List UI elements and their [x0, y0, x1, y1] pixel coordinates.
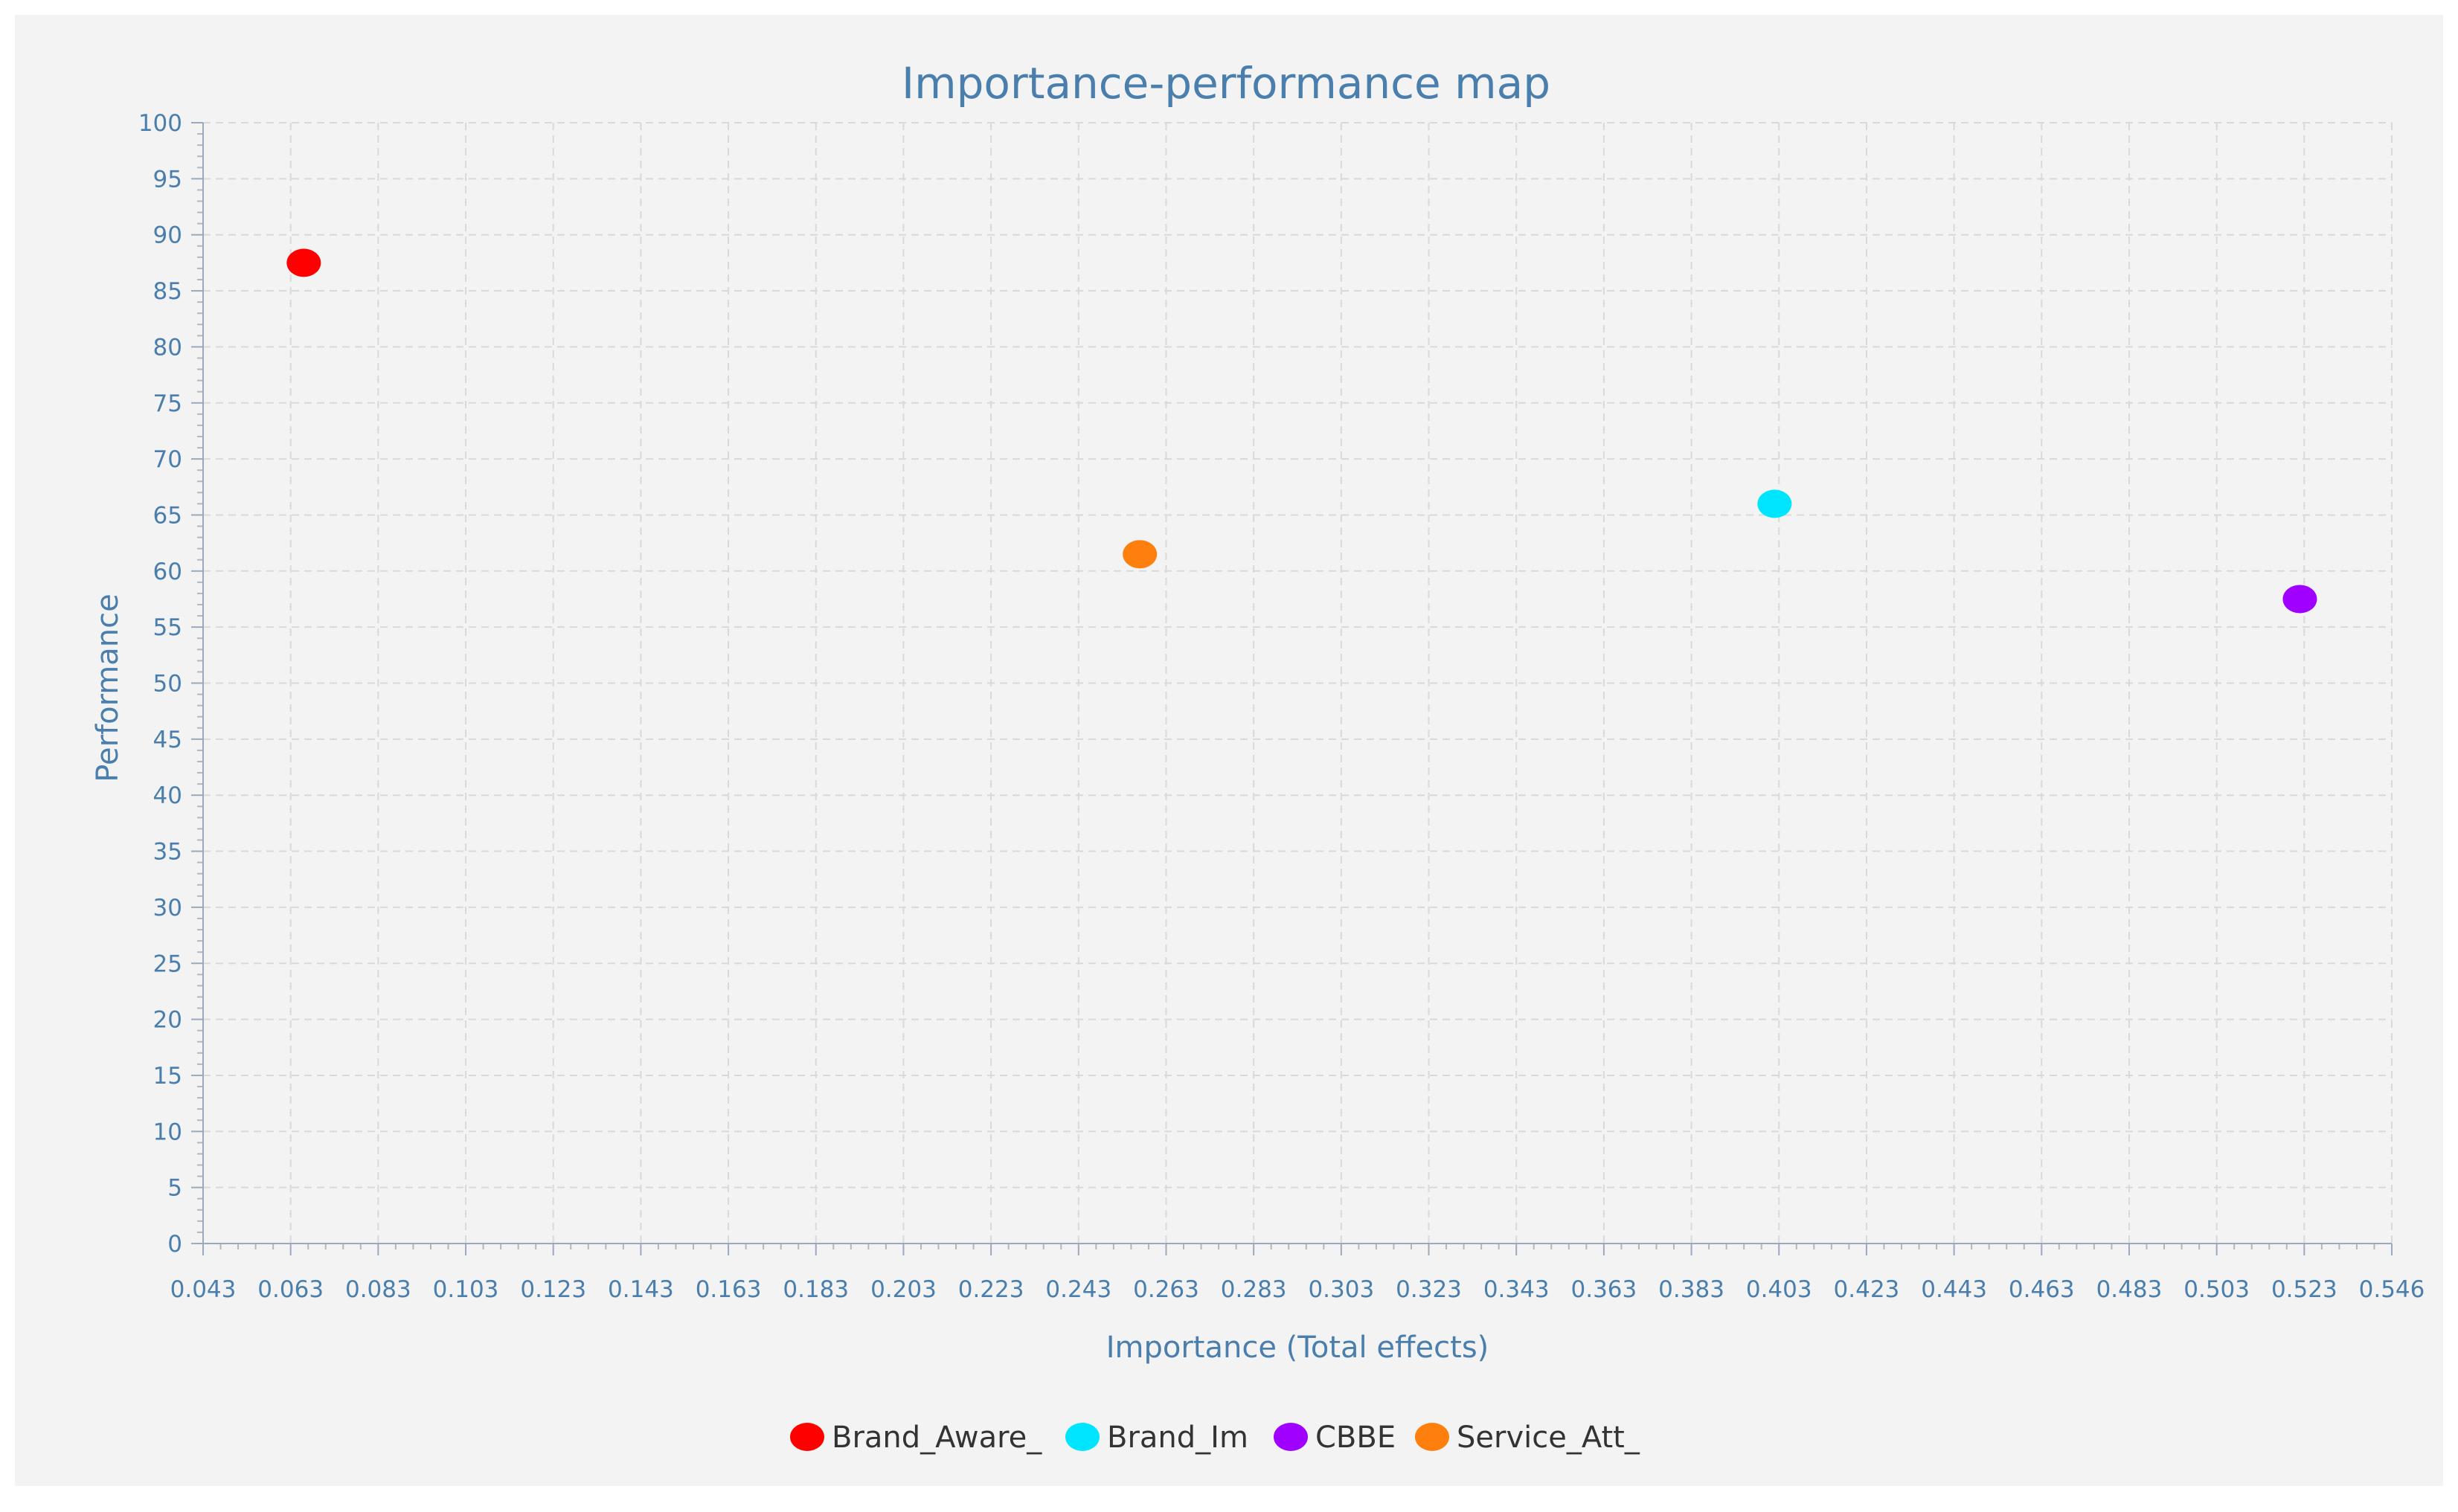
legend-marker-cbbe [1274, 1423, 1308, 1451]
x-tick-label: 0.083 [345, 1276, 411, 1303]
y-tick-label: 85 [153, 278, 182, 305]
legend-label-brand-im: Brand_Im [1107, 1421, 1248, 1455]
y-tick-label: 100 [138, 110, 182, 137]
x-tick-label: 0.503 [2183, 1276, 2250, 1303]
y-tick-label: 20 [153, 1007, 182, 1034]
y-tick-label: 55 [153, 614, 182, 641]
x-tick-label: 0.546 [2359, 1276, 2425, 1303]
y-tick-label: 75 [153, 390, 182, 417]
data-point-service-att [1123, 540, 1158, 569]
x-tick-label: 0.523 [2271, 1276, 2337, 1303]
x-tick-label: 0.383 [1658, 1276, 1724, 1303]
scatter-chart: Importance-performance map 0.043 0.063 0.0… [91, 58, 2425, 1455]
x-tick-label: 0.063 [257, 1276, 324, 1303]
legend: Brand_Aware_ Brand_Im CBBE Service_Att_ [790, 1421, 1640, 1455]
x-tick-label: 0.183 [783, 1276, 849, 1303]
y-tick-label: 50 [153, 671, 182, 698]
y-tick-label: 25 [153, 950, 182, 977]
y-tick-labels: 0 5 10 15 20 25 30 35 40 45 50 55 60 65 70 75 80 85 90 95 10… [138, 110, 182, 1258]
legend-label-service-att: Service_Att_ [1457, 1421, 1640, 1455]
x-tick-label: 0.403 [1746, 1276, 1812, 1303]
y-tick-label: 40 [153, 782, 182, 809]
x-tick-label: 0.223 [958, 1276, 1024, 1303]
legend-label-brand-aware: Brand_Aware_ [832, 1421, 1042, 1455]
y-tick-label: 95 [153, 166, 182, 193]
data-points [286, 248, 2317, 614]
x-tick-labels: 0.043 0.063 0.083 0.103 0.123 0.143 0.163 0.183… [170, 1276, 2425, 1303]
x-tick-label: 0.483 [2096, 1276, 2163, 1303]
legend-marker-brand-im [1065, 1423, 1100, 1451]
y-tick-label: 90 [153, 222, 182, 249]
x-axis-title: Importance (Total effects) [1106, 1331, 1489, 1365]
y-tick-label: 15 [153, 1063, 182, 1090]
grid [203, 122, 2393, 1244]
data-point-cbbe [2282, 585, 2317, 614]
x-tick-label: 0.123 [520, 1276, 586, 1303]
x-tick-label: 0.463 [2009, 1276, 2075, 1303]
x-tick-label: 0.363 [1571, 1276, 1637, 1303]
y-axis-title: Performance [91, 593, 125, 782]
data-point-brand-aware [286, 248, 321, 277]
axes [191, 122, 2393, 1255]
y-tick-label: 60 [153, 559, 182, 585]
x-tick-label: 0.243 [1045, 1276, 1111, 1303]
y-tick-label: 35 [153, 839, 182, 866]
x-tick-label: 0.203 [870, 1276, 937, 1303]
legend-marker-service-att [1415, 1423, 1449, 1451]
legend-label-cbbe: CBBE [1315, 1421, 1396, 1455]
x-tick-label: 0.443 [1921, 1276, 1987, 1303]
y-tick-label: 80 [153, 334, 182, 361]
x-tick-label: 0.343 [1483, 1276, 1550, 1303]
y-tick-label: 30 [153, 895, 182, 921]
x-tick-label: 0.263 [1133, 1276, 1199, 1303]
y-tick-label: 65 [153, 502, 182, 529]
y-tick-label: 0 [167, 1231, 182, 1258]
x-tick-label: 0.103 [433, 1276, 499, 1303]
x-tick-label: 0.303 [1308, 1276, 1374, 1303]
y-tick-label: 70 [153, 446, 182, 473]
x-tick-label: 0.323 [1396, 1276, 1462, 1303]
y-tick-label: 45 [153, 727, 182, 753]
x-tick-label: 0.423 [1834, 1276, 1900, 1303]
y-tick-label: 10 [153, 1119, 182, 1145]
x-tick-label: 0.283 [1221, 1276, 1287, 1303]
x-tick-label: 0.143 [608, 1276, 674, 1303]
chart-title: Importance-performance map [902, 58, 1550, 109]
chart-frame: Importance-performance map 0.043 0.063 0.0… [15, 15, 2443, 1486]
legend-marker-brand-aware [790, 1423, 824, 1451]
x-tick-label: 0.043 [170, 1276, 237, 1303]
x-tick-label: 0.163 [696, 1276, 762, 1303]
y-tick-label: 5 [167, 1175, 182, 1202]
data-point-brand-im [1757, 489, 1792, 518]
